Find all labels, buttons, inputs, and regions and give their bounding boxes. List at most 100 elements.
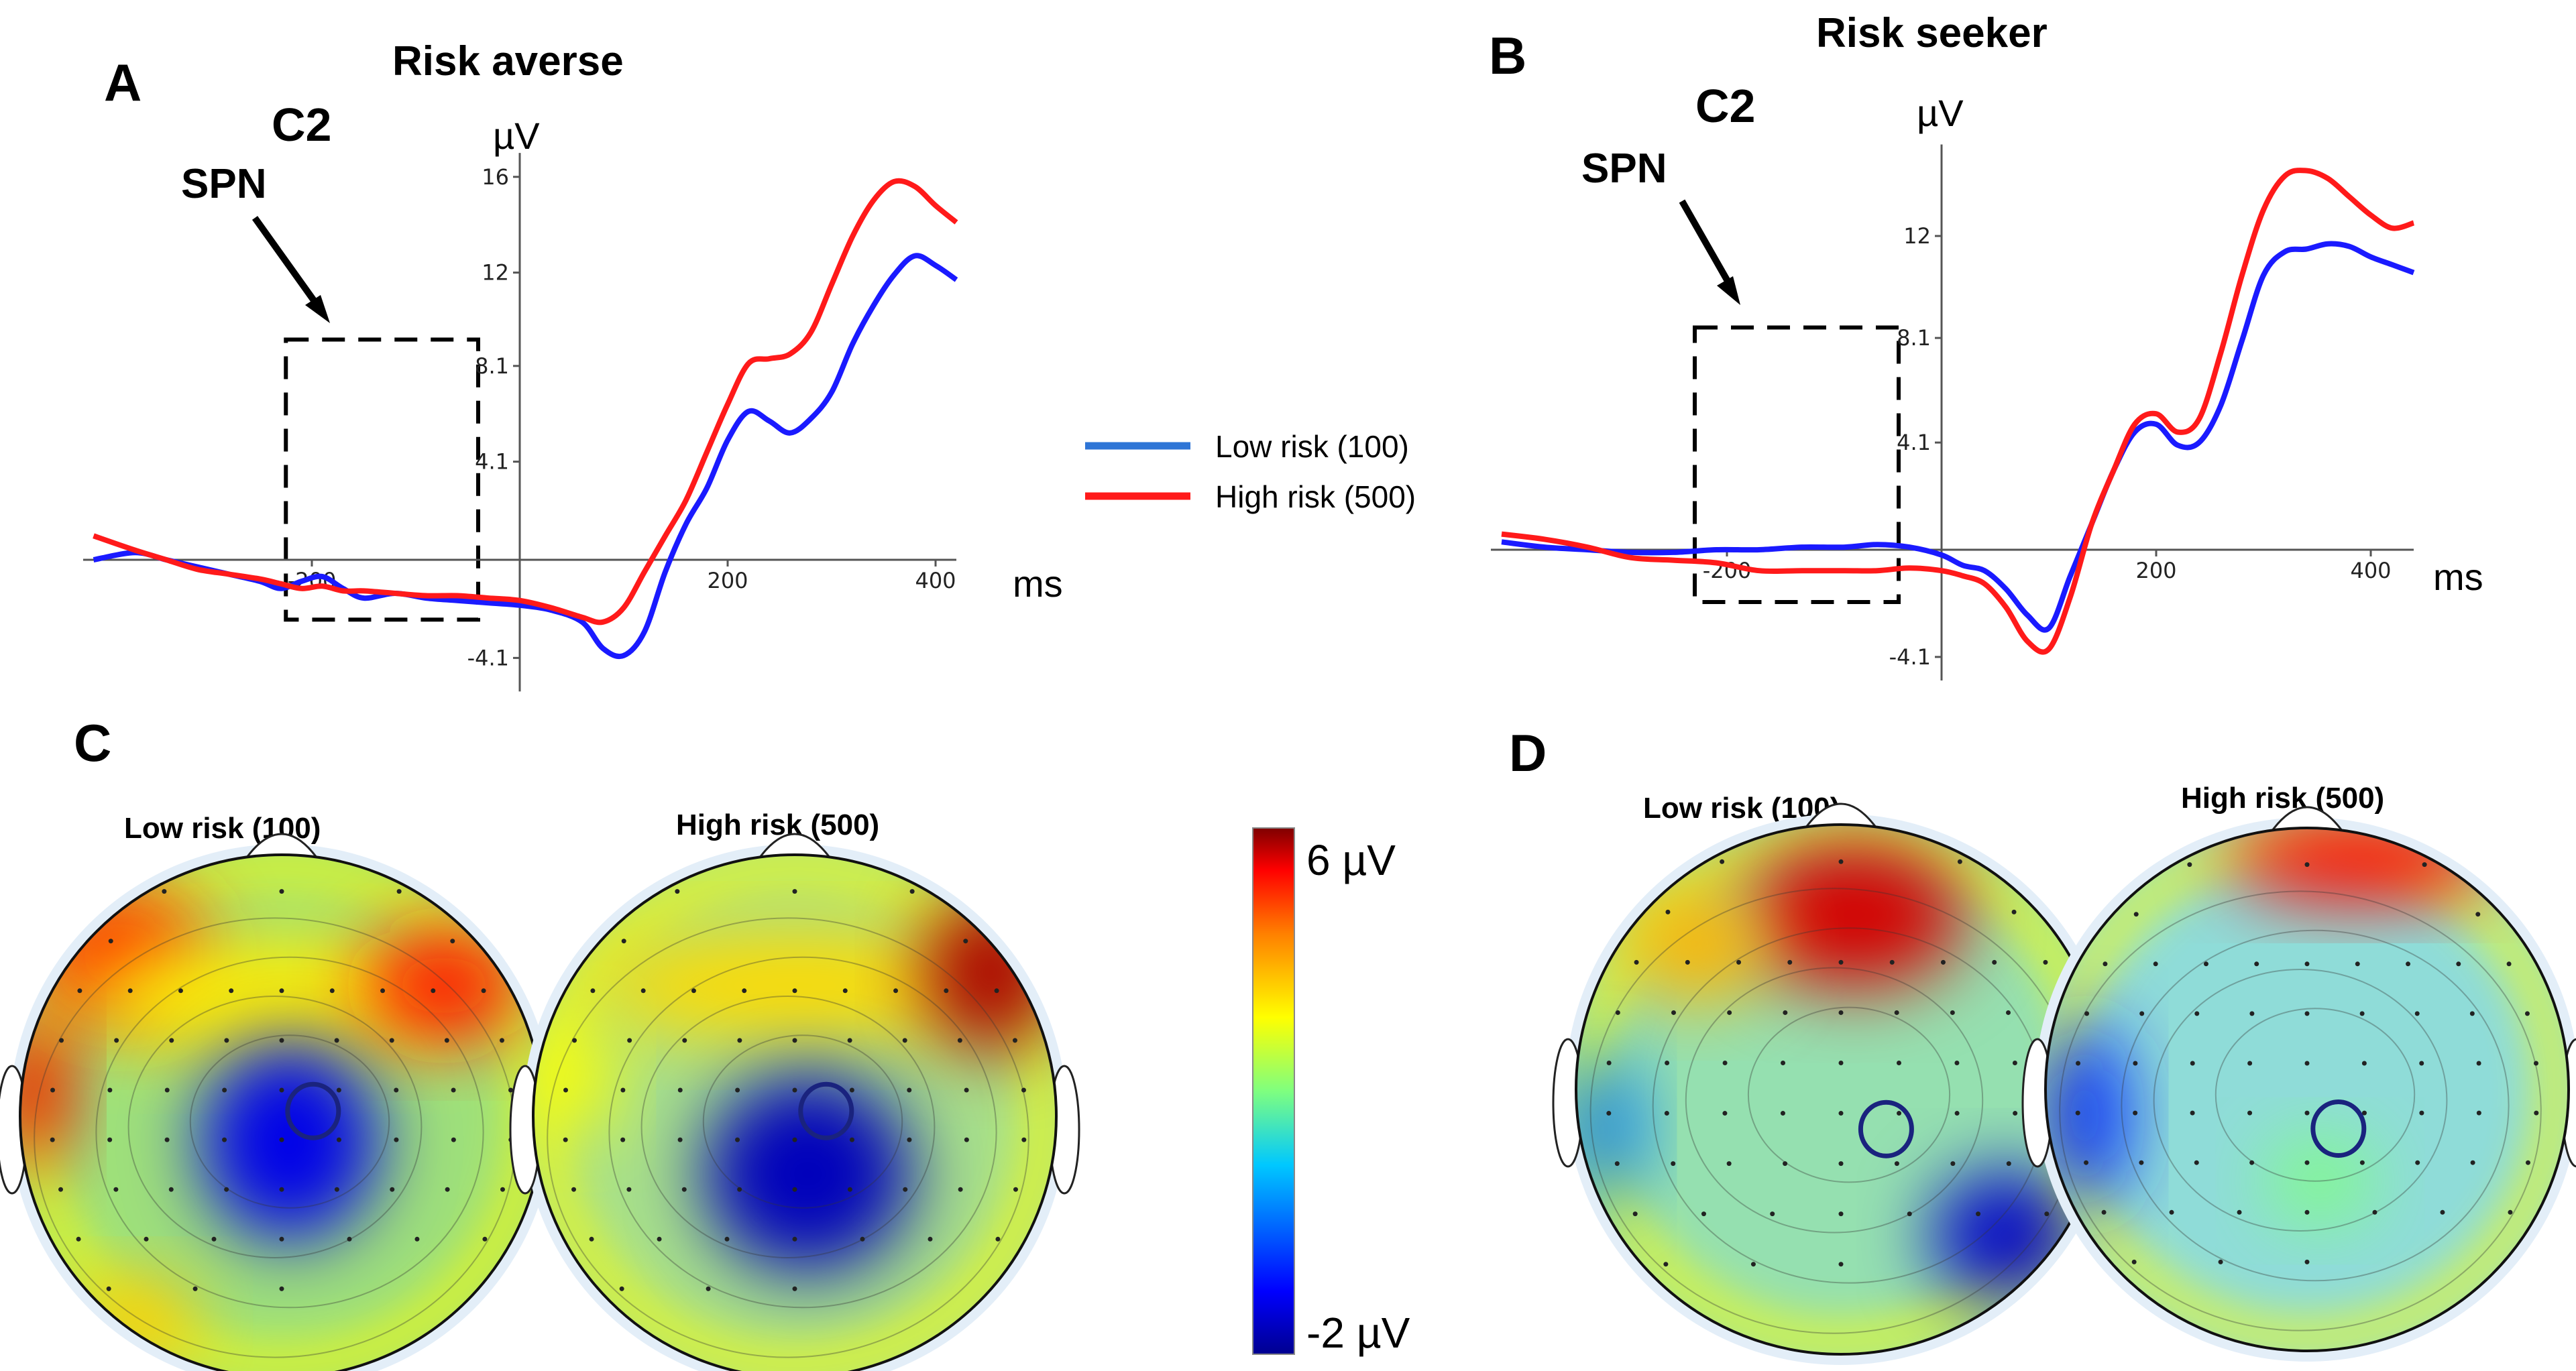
electrode-dot-FC4 bbox=[1950, 1010, 1955, 1015]
electrode-dot-C2 bbox=[849, 1087, 854, 1093]
panel-b-spn-window bbox=[1693, 325, 1901, 604]
electrode-dot-POz bbox=[279, 1236, 284, 1242]
electrode-dot-CP3 bbox=[677, 1137, 683, 1142]
electrode-dot-C5 bbox=[2133, 1061, 2138, 1066]
panel-a-axes bbox=[83, 153, 956, 692]
electrode-dot-FC3 bbox=[169, 1038, 174, 1043]
electrode-dot-PO6 bbox=[2440, 1209, 2445, 1215]
topomap-contour bbox=[702, 1034, 903, 1209]
electrode-dot-CP1 bbox=[2247, 1110, 2253, 1116]
panel-b-axes bbox=[1491, 144, 2414, 680]
electrode-dot-P2 bbox=[1894, 1161, 1899, 1167]
y-tick-label: 8.1 bbox=[1897, 325, 1931, 351]
panel-b-spn-label: SPN bbox=[1581, 145, 1667, 192]
electrode-dot-FC2 bbox=[1894, 1010, 1899, 1015]
electrode-dot-P4 bbox=[903, 1187, 908, 1192]
electrode-dot-PO5 bbox=[144, 1236, 149, 1242]
electrode-dot-AF3 bbox=[621, 939, 626, 944]
electrode-dot-CPz bbox=[1838, 1111, 1844, 1116]
panel-c-letter: C bbox=[74, 713, 111, 772]
electrode-dot-P2 bbox=[2359, 1160, 2365, 1165]
y-tick-label: -4.1 bbox=[1889, 644, 1931, 670]
electrode-dot-PO3 bbox=[1770, 1211, 1775, 1217]
electrode-dot-FPz bbox=[1838, 859, 1844, 864]
topomaps bbox=[0, 802, 2576, 1371]
legend: Low risk (100) High risk (500) bbox=[1085, 429, 1416, 514]
electrode-dot-Fz bbox=[279, 988, 284, 994]
electrode-dot-P4 bbox=[1950, 1161, 1956, 1167]
panel-a-letter: A bbox=[104, 53, 142, 112]
panel-a-spn-arrow bbox=[251, 216, 325, 314]
electrode-dot-P1 bbox=[737, 1187, 742, 1192]
panel-b-spn-arrow bbox=[1679, 199, 1737, 294]
y-tick-label: 4.1 bbox=[1897, 430, 1931, 455]
topomap-contour bbox=[189, 1034, 390, 1209]
low-risk-line bbox=[1501, 241, 2415, 633]
electrode-dot-CP2 bbox=[2361, 1110, 2367, 1116]
electrode-dot-F2 bbox=[842, 988, 848, 994]
electrode-dot-T8 bbox=[1021, 1087, 1026, 1093]
electrode-dot-CP5 bbox=[1664, 1111, 1669, 1116]
electrode-dot-POz bbox=[792, 1236, 797, 1242]
topomap-contour bbox=[2153, 969, 2448, 1232]
topomap-blob-frontal-right-hot bbox=[365, 928, 522, 1043]
electrode-dot-Cz bbox=[279, 1087, 284, 1093]
electrode-dot-O1 bbox=[2131, 1259, 2137, 1264]
electrode-dot-P2 bbox=[847, 1187, 852, 1192]
electrode-dot-C1 bbox=[1781, 1061, 1786, 1065]
electrode-dot-C4 bbox=[907, 1087, 912, 1093]
electrode-dot-O2 bbox=[2304, 1259, 2310, 1264]
electrode-dot-PO8 bbox=[2044, 1211, 2050, 1217]
electrode-dot-AF4 bbox=[450, 939, 455, 944]
electrode-dot-PO4 bbox=[347, 1236, 352, 1242]
electrode-dot-P5 bbox=[1671, 1161, 1676, 1167]
electrode-dot-FC2 bbox=[2359, 1011, 2365, 1016]
electrode-C2-highlight bbox=[285, 1081, 341, 1140]
electrode-dot-FCz bbox=[792, 1038, 797, 1043]
electrode-dot-PO4 bbox=[1907, 1211, 1912, 1217]
electrode-dot-F8 bbox=[994, 988, 999, 994]
electrode-dot-F5 bbox=[1685, 959, 1690, 965]
electrode-dot-TP8 bbox=[2534, 1110, 2539, 1116]
topomap-contour bbox=[1685, 967, 1984, 1234]
electrode-dot-F4 bbox=[2406, 961, 2411, 967]
y-tick-label: 16 bbox=[482, 164, 509, 190]
topomap-contour bbox=[127, 996, 423, 1258]
legend-high-risk-label: High risk (500) bbox=[1215, 479, 1416, 514]
electrode-dot-FC1 bbox=[737, 1038, 742, 1043]
electrode-dot-PO3 bbox=[724, 1236, 730, 1242]
electrode-dot-C3 bbox=[164, 1087, 170, 1093]
electrode-dot-T7 bbox=[1606, 1061, 1612, 1065]
electrode-dot-PO5 bbox=[1701, 1211, 1706, 1217]
electrode-dot-CP3 bbox=[164, 1137, 170, 1142]
panel-a-x-unit: ms bbox=[1013, 562, 1063, 605]
electrode-dot-O1 bbox=[619, 1286, 624, 1291]
topomap-field bbox=[20, 855, 543, 1371]
topomap-blob-temporal-left-warm bbox=[533, 1019, 614, 1135]
electrode-dot-PO6 bbox=[1976, 1211, 1981, 1217]
y-tick-label: 12 bbox=[1903, 223, 1931, 249]
legend-low-risk-label: Low risk (100) bbox=[1215, 429, 1409, 464]
electrode-dot-FT8 bbox=[1012, 1038, 1017, 1043]
electrode-dot-CP4 bbox=[1954, 1111, 1960, 1116]
panel-d-letter: D bbox=[1509, 723, 1547, 782]
electrode-dot-FP1 bbox=[162, 889, 167, 894]
head-outline bbox=[2044, 827, 2570, 1352]
electrode-dot-C2 bbox=[336, 1087, 341, 1093]
electrode-dot-TP7 bbox=[563, 1137, 568, 1142]
electrode-dot-CP4 bbox=[907, 1137, 912, 1142]
electrode-dot-F5 bbox=[640, 988, 646, 994]
electrode-dot-CP5 bbox=[2133, 1110, 2138, 1116]
topomap-contour bbox=[640, 996, 936, 1258]
electrode-dot-PO6 bbox=[414, 1236, 420, 1242]
panel-d-high-title: High risk (500) bbox=[2181, 782, 2384, 815]
electrode-dot-POz bbox=[1838, 1211, 1844, 1217]
electrode-dot-FCz bbox=[279, 1038, 284, 1043]
electrode-dot-F3 bbox=[691, 988, 696, 994]
electrode-dot-PO7 bbox=[76, 1236, 81, 1242]
panel-b-arrowhead bbox=[1717, 276, 1740, 305]
panel-a-spn-label: SPN bbox=[181, 161, 266, 207]
panel-b-title: Risk seeker bbox=[1816, 10, 2048, 56]
electrode-dot-AF4 bbox=[2011, 909, 2017, 914]
electrode-dot-C4 bbox=[1954, 1061, 1960, 1065]
